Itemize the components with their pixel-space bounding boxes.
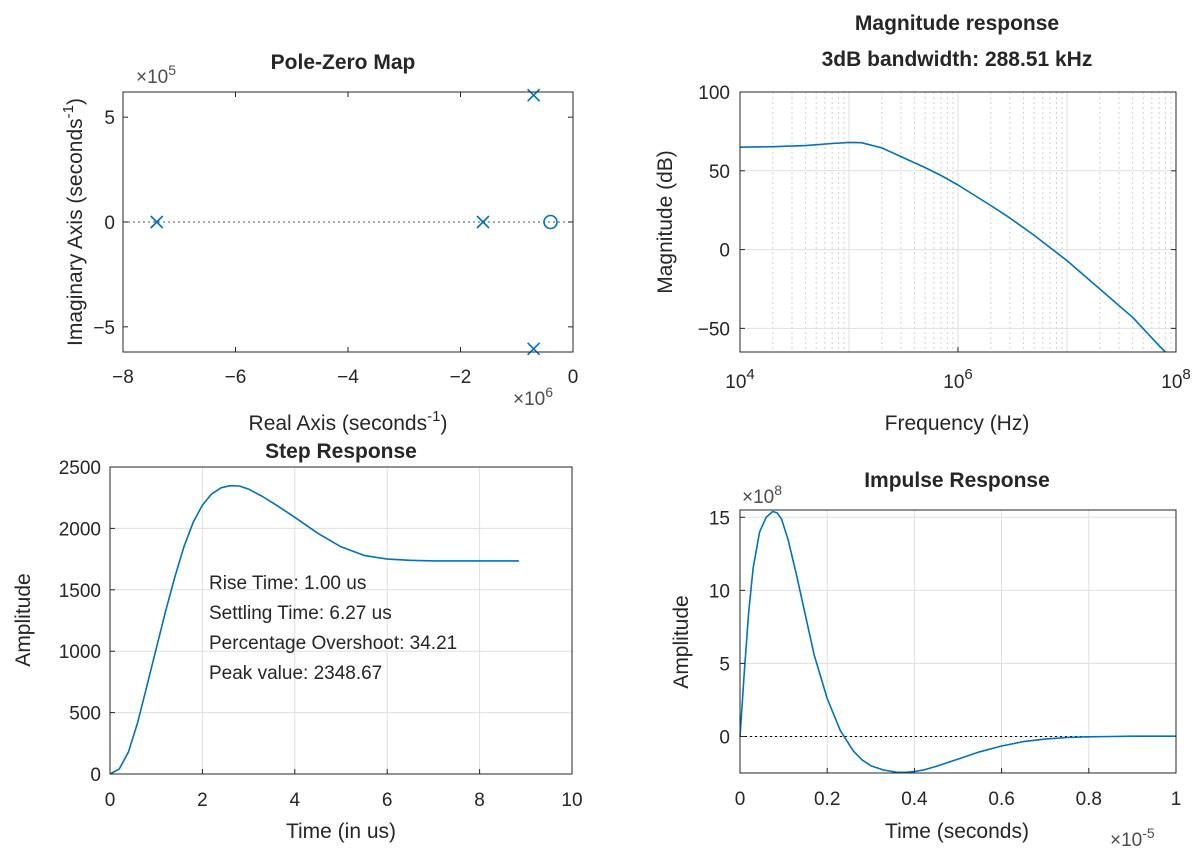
zero-marker [543,214,558,230]
pole-marker [476,215,490,229]
mag-xlabel: Frequency (Hz) [885,412,1030,435]
step-ytick-label: 1000 [59,642,101,663]
magnitude-axes: Magnitude response 3dB bandwidth: 288.51… [654,12,1191,435]
mag-xtick-label: 106 [943,366,972,393]
imp-xtick-label: 0 [735,789,746,810]
pole-marker [150,215,164,229]
pz-xtick-label: −8 [112,367,134,388]
step-annotation: Settling Time: 6.27 us [209,603,392,624]
imp-xtick-label: 0.6 [988,789,1014,810]
step-ytick-label: 0 [90,765,101,786]
pz-x-multiplier: ×106 [513,384,553,410]
imp-xtick-label: 0.8 [1076,789,1102,810]
imp-ylabel: Amplitude [670,595,693,688]
pz-xtick-label: −2 [450,367,472,388]
pz-xtick-label: 0 [568,367,579,388]
pz-xtick-label: −4 [337,367,359,388]
step-annotation: Peak value: 2348.67 [209,663,382,684]
step-xtick-label: 6 [382,790,393,811]
mag-subtitle: 3dB bandwidth: 288.51 kHz [822,48,1093,71]
mag-ytick-label: −50 [698,319,730,340]
imp-ytick-label: 5 [719,654,730,675]
mag-xtick-label: 104 [725,366,754,393]
imp-xlabel: Time (seconds) [885,820,1029,843]
imp-xtick-label: 0.4 [901,789,928,810]
step-xtick-label: 10 [561,790,582,811]
step-ytick-label: 1500 [59,581,101,602]
mag-ytick-label: 0 [719,241,730,262]
mag-ytick-label: 100 [698,83,730,104]
step-annotation: Percentage Overshoot: 34.21 [209,633,457,654]
imp-xtick-label: 0.2 [814,789,840,810]
imp-xtick-label: 1 [1171,789,1182,810]
imp-plot-box [739,509,1177,774]
step-ylabel: Amplitude [12,573,35,666]
pole-marker [527,342,541,356]
pole-marker [527,88,541,102]
step-curve [109,484,519,775]
mag-ytick-label: 50 [709,162,730,183]
pz-ylabel: Imaginary Axis (seconds-1) [60,98,87,346]
step-xtick-label: 8 [474,790,485,811]
mag-title: Magnitude response [855,12,1059,35]
pz-y-multiplier: ×105 [136,62,176,88]
pz-title: Pole-Zero Map [271,51,416,74]
pz-xtick-label: −6 [225,367,247,388]
step-ytick-label: 2000 [59,519,101,540]
pz-ytick-label: −5 [93,318,115,339]
imp-ytick-label: 15 [709,508,730,529]
imp-x-multiplier: ×10-5 [1110,825,1155,851]
step-xtick-label: 2 [197,790,208,811]
pz-ytick-label: 0 [104,213,115,234]
impulse-curve [739,510,1176,774]
magnitude-curve [739,141,1166,353]
pz-ytick-label: 5 [104,108,115,129]
pole-zero-axes: Pole-Zero Map −8 −6 −4 −2 0 −5 0 5 ×105 ×106 Re… [60,51,578,435]
mag-xtick-label: 108 [1161,366,1190,393]
step-xlabel: Time (in us) [286,820,396,843]
imp-y-multiplier: ×108 [742,482,782,508]
step-xtick-label: 4 [290,790,301,811]
step-ytick-label: 500 [69,704,101,725]
step-ytick-label: 2500 [59,458,101,479]
step-xtick-label: 0 [105,790,116,811]
imp-ytick-label: 0 [719,727,730,748]
step-response-axes: Step Response 0 2 4 6 8 10 0 500 1000 1500 2000 250… [12,440,583,843]
step-annotation: Rise Time: 1.00 us [209,573,366,594]
step-plot-box [109,466,573,775]
imp-ytick-label: 10 [709,581,730,602]
imp-title: Impulse Response [864,469,1050,492]
pz-xlabel: Real Axis (seconds-1) [249,408,448,435]
mag-ylabel: Magnitude (dB) [654,150,677,294]
step-title: Step Response [265,440,417,463]
